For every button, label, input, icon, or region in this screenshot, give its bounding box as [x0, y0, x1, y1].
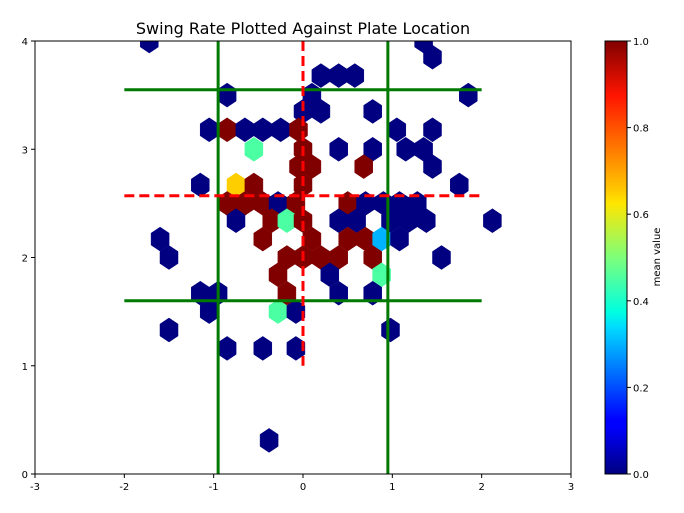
hexbin-cell: [423, 44, 442, 70]
x-tick-label: 0: [300, 482, 306, 493]
hexbin-cell: [253, 336, 273, 361]
x-tick-label: -2: [119, 482, 129, 493]
hexbin-cell: [320, 262, 340, 288]
y-tick-label: 2: [22, 254, 28, 265]
hexbin-cell: [363, 280, 382, 306]
hexbin-cell: [302, 226, 322, 252]
y-tick-label: 3: [22, 145, 28, 156]
hexbin-cell: [483, 208, 502, 234]
hexbin-cell: [417, 208, 436, 234]
colorbar-axis: 0.0 0.2 0.4 0.6 0.8 1.0: [627, 37, 649, 481]
x-tick-label: 1: [389, 482, 395, 493]
x-tick-label: 3: [568, 482, 574, 493]
colorbar-tick-label: 0.6: [633, 210, 649, 221]
y-tick-label: 1: [22, 362, 28, 373]
hexbin-cell: [354, 154, 373, 179]
chart-title: Swing Rate Plotted Against Plate Locatio…: [136, 19, 470, 38]
colorbar-tick-label: 0.4: [633, 297, 649, 308]
y-axis: 0 1 2 3 4: [22, 37, 35, 481]
colorbar-tick-label: 0.8: [633, 124, 649, 135]
hexbin-cell: [286, 336, 306, 361]
hexbin-cell: [268, 262, 288, 288]
hexbin-cell: [286, 299, 306, 324]
colorbar-tick-label: 0.2: [633, 383, 649, 394]
hexbin-cell: [381, 317, 400, 343]
colorbar: [604, 40, 628, 475]
hexbin-cell: [347, 208, 366, 234]
hexbin-cell: [244, 136, 264, 162]
hexbin-cell: [345, 63, 365, 88]
hexbin-cell: [302, 154, 322, 179]
hexbin-cell: [140, 41, 159, 54]
x-tick-label: -1: [209, 482, 219, 493]
hexbin-cell: [150, 226, 170, 252]
hexbin-cell: [311, 99, 331, 124]
hexbin-cell: [432, 245, 451, 270]
x-axis: -3 -2 -1 0 1 2 3: [30, 474, 574, 493]
x-tick-label: -3: [30, 482, 40, 493]
hexbin-cell: [253, 226, 273, 252]
hexbin-cell: [293, 208, 313, 234]
hexbin-cell: [226, 208, 246, 234]
x-tick-label: 2: [478, 482, 484, 493]
hexbin-cell: [329, 280, 348, 306]
zone-lines: [124, 41, 482, 474]
hexbin-cell: [423, 117, 442, 143]
y-tick-label: 4: [22, 37, 28, 48]
hexbin-cell: [363, 99, 382, 124]
colorbar-tick-label: 1.0: [633, 37, 649, 48]
hexbin-cell: [159, 245, 179, 270]
hexbin-cell: [259, 428, 279, 453]
hexbin-cell: [159, 317, 179, 343]
hexbin-cell: [277, 280, 297, 306]
hexbin-cell: [372, 262, 391, 288]
hexbin-cell: [329, 136, 348, 162]
y-tick-label: 0: [22, 470, 28, 481]
hexbin-cells: [140, 41, 502, 453]
colorbar-tick-label: 0.0: [633, 470, 649, 481]
hexbin-cell: [423, 154, 442, 179]
colorbar-label: mean value: [652, 228, 663, 287]
hexbin-cell: [390, 226, 409, 252]
